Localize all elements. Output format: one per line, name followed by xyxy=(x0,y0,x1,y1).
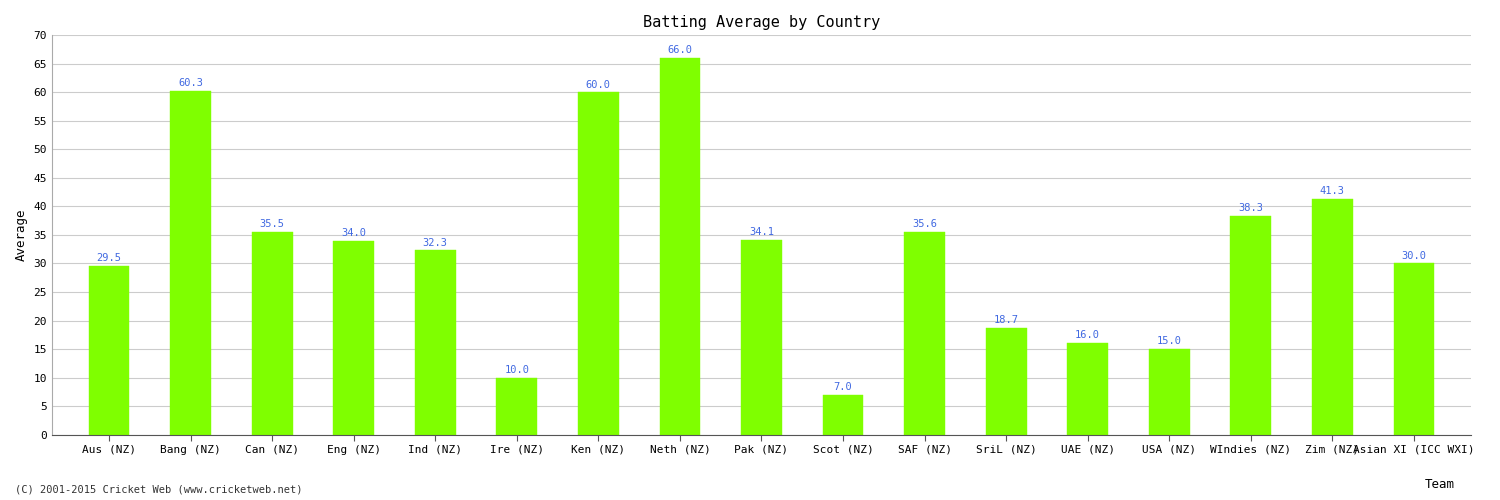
Bar xyxy=(660,58,700,434)
Bar xyxy=(1068,344,1108,434)
Bar xyxy=(1230,216,1270,434)
Bar xyxy=(1312,199,1353,434)
Title: Batting Average by Country: Batting Average by Country xyxy=(644,15,880,30)
Bar xyxy=(88,266,129,434)
Text: 10.0: 10.0 xyxy=(504,364,530,374)
Bar xyxy=(1394,264,1434,434)
Text: 66.0: 66.0 xyxy=(668,46,693,56)
Bar xyxy=(496,378,537,434)
Bar xyxy=(333,240,374,434)
Text: 34.0: 34.0 xyxy=(340,228,366,238)
Text: 18.7: 18.7 xyxy=(993,315,1018,325)
Text: 60.0: 60.0 xyxy=(586,80,610,90)
Bar xyxy=(416,250,456,434)
Bar xyxy=(822,394,864,434)
Bar xyxy=(986,328,1026,434)
Text: 15.0: 15.0 xyxy=(1156,336,1182,346)
Text: 60.3: 60.3 xyxy=(178,78,203,88)
Text: 35.5: 35.5 xyxy=(260,220,285,230)
Bar xyxy=(170,90,211,434)
Text: 38.3: 38.3 xyxy=(1239,204,1263,214)
Bar xyxy=(252,232,292,434)
Text: 16.0: 16.0 xyxy=(1076,330,1100,340)
Text: 41.3: 41.3 xyxy=(1320,186,1346,196)
Bar xyxy=(904,232,945,434)
Y-axis label: Average: Average xyxy=(15,208,28,261)
Bar xyxy=(741,240,782,434)
Text: 34.1: 34.1 xyxy=(748,227,774,237)
Text: 30.0: 30.0 xyxy=(1401,250,1426,260)
Text: 7.0: 7.0 xyxy=(834,382,852,392)
Bar xyxy=(1149,349,1190,434)
Text: 32.3: 32.3 xyxy=(423,238,447,248)
Text: 29.5: 29.5 xyxy=(96,254,122,264)
Text: (C) 2001-2015 Cricket Web (www.cricketweb.net): (C) 2001-2015 Cricket Web (www.cricketwe… xyxy=(15,485,303,495)
Text: Team: Team xyxy=(1425,478,1455,490)
Bar xyxy=(578,92,618,434)
Text: 35.6: 35.6 xyxy=(912,218,938,228)
